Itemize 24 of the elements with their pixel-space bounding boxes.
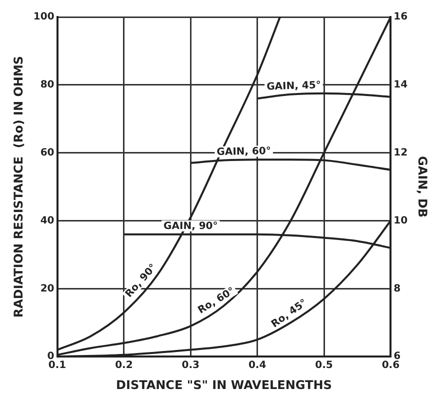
x-axis-title: DISTANCE "S" IN WAVELENGTHS (116, 378, 332, 392)
y2-tick-label: 10 (394, 215, 408, 226)
x-tick-label: 0.2 (115, 360, 133, 372)
y-tick-label: 60 (40, 147, 54, 158)
series-label: GAIN, 45° (266, 80, 322, 93)
x-tick-label: 0.5 (315, 360, 333, 372)
x-tick-label: 0.1 (48, 360, 66, 372)
text: Ro, 45° (270, 298, 310, 330)
y-axis-title: RADIATION RESISTANCE (Ro) IN OHMS (11, 56, 26, 318)
y-tick-label: 20 (40, 283, 54, 294)
x-tick-label: 0.6 (382, 360, 400, 372)
y2-tick-label: 8 (394, 283, 401, 294)
series-label: GAIN, 90° (164, 220, 218, 232)
series-label: GAIN, 60° (216, 146, 272, 158)
y2-tick-label: 14 (394, 80, 408, 91)
y-tick-label: 100 (33, 12, 54, 23)
x-tick-label: 0.3 (182, 360, 200, 372)
text: Ro, 60° (196, 286, 237, 316)
y2-axis-title: GAIN, DB (416, 156, 430, 218)
x-tick-label: 0.4 (248, 360, 266, 372)
y2-tick-label: 16 (394, 12, 408, 23)
y-tick-label: 40 (40, 215, 54, 226)
y2-tick-label: 12 (394, 147, 408, 158)
y-tick-label: 80 (40, 80, 54, 91)
